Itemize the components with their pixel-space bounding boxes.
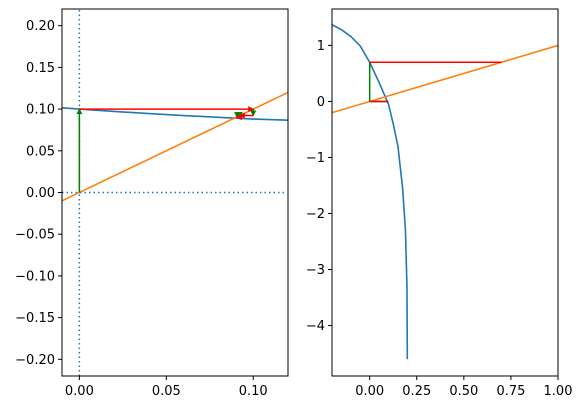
left-x-tick-label: 0.05 xyxy=(152,384,181,399)
left-y-tick-label: −0.10 xyxy=(15,269,55,284)
left-y-tick-label: −0.20 xyxy=(15,353,55,368)
right-x-tick-label: 0.25 xyxy=(402,384,431,399)
right-x-tick-label: 0.50 xyxy=(449,384,478,399)
right-x-tick-label: 0.00 xyxy=(355,384,384,399)
right-x-tick-label: 0.75 xyxy=(496,384,525,399)
right-series-curve xyxy=(332,23,409,360)
left-x-tick-label: 0.10 xyxy=(239,384,268,399)
right-y-tick-label: −2 xyxy=(306,207,325,222)
left-y-tick-label: −0.15 xyxy=(15,311,55,326)
right-y-tick-label: 1 xyxy=(317,39,325,54)
right-plot: 0.00 0.25 0.50 0.75 1.00 −4 −3 −2 −1 0 1 xyxy=(306,8,573,399)
left-x-tick-label: 0.00 xyxy=(65,384,94,399)
right-y-tick-label: 0 xyxy=(317,95,325,110)
right-y-tick-label: −3 xyxy=(306,263,325,278)
left-y-tick-label: 0.15 xyxy=(26,61,55,76)
right-x-tick-label: 1.00 xyxy=(544,384,573,399)
left-y-tick-label: 0.00 xyxy=(26,186,55,201)
left-plot: 0.00 0.05 0.10 −0.20 −0.15 −0.10 −0.05 0.00 0.05… xyxy=(15,8,289,399)
right-y-tick-label: −4 xyxy=(306,319,325,334)
left-y-tick-label: 0.05 xyxy=(26,144,55,159)
left-y-tick-label: 0.10 xyxy=(26,103,55,118)
left-plot-frame xyxy=(61,8,289,377)
left-y-tick-label: −0.05 xyxy=(15,228,55,243)
right-plot-frame xyxy=(331,8,559,377)
left-y-tick-label: 0.20 xyxy=(26,19,55,34)
right-y-tick-label: −1 xyxy=(306,151,325,166)
